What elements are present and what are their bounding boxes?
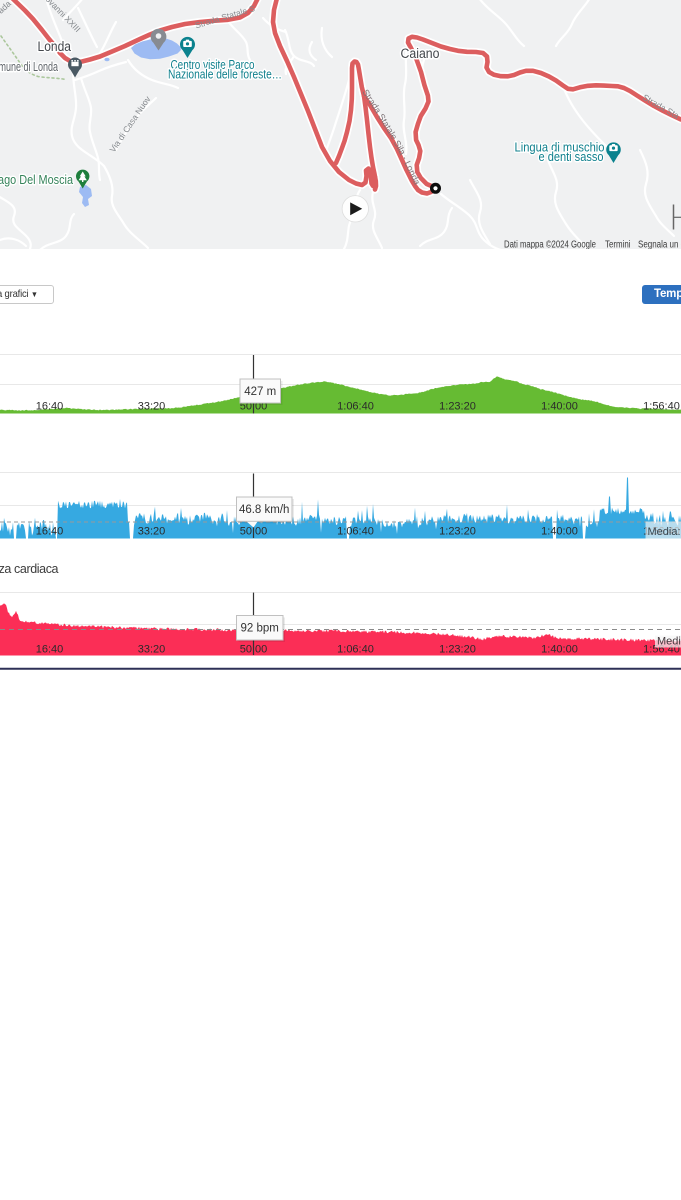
svg-text:Termini: Termini xyxy=(605,240,631,250)
svg-text:1:40:00: 1:40:00 xyxy=(541,644,578,656)
svg-text:1:06:40: 1:06:40 xyxy=(337,401,374,413)
svg-text:Media:: Media: xyxy=(648,526,681,538)
svg-text:1:56:40: 1:56:40 xyxy=(643,401,680,413)
svg-text:Centro visite Parco: Centro visite Parco xyxy=(171,58,255,72)
svg-text:46.8 km/h: 46.8 km/h xyxy=(239,504,290,516)
svg-text:Lago Del Moscia: Lago Del Moscia xyxy=(0,172,74,187)
svg-text:1:23:20: 1:23:20 xyxy=(439,526,476,538)
svg-text:16:40: 16:40 xyxy=(36,401,64,413)
svg-text:e denti sasso: e denti sasso xyxy=(539,149,604,164)
svg-text:16:40: 16:40 xyxy=(36,526,64,538)
svg-text:Lingua di muschio: Lingua di muschio xyxy=(515,140,605,155)
svg-text:Segnala un errore: Segnala un errore xyxy=(638,240,681,250)
svg-text:1:06:40: 1:06:40 xyxy=(337,526,374,538)
svg-text:Dati mappa ©2024 Google: Dati mappa ©2024 Google xyxy=(504,240,596,250)
svg-text:Caiano: Caiano xyxy=(401,46,440,61)
svg-text:33:20: 33:20 xyxy=(138,401,166,413)
svg-text:1:23:20: 1:23:20 xyxy=(439,644,476,656)
svg-text:Comune di Londa: Comune di Londa xyxy=(0,60,58,74)
svg-text:16:40: 16:40 xyxy=(36,644,64,656)
svg-text:33:20: 33:20 xyxy=(138,526,166,538)
svg-text:Media: Media xyxy=(657,636,681,648)
svg-text:1:06:40: 1:06:40 xyxy=(337,644,374,656)
svg-text:Londa: Londa xyxy=(38,39,72,54)
svg-text:92 bpm: 92 bpm xyxy=(241,623,279,635)
svg-text:427 m: 427 m xyxy=(244,386,276,398)
svg-text:Nazionale delle foreste…: Nazionale delle foreste… xyxy=(168,68,282,82)
svg-text:1:23:20: 1:23:20 xyxy=(439,401,476,413)
svg-text:1:40:00: 1:40:00 xyxy=(541,526,578,538)
svg-text:33:20: 33:20 xyxy=(138,644,166,656)
svg-text:1:40:00: 1:40:00 xyxy=(541,401,578,413)
